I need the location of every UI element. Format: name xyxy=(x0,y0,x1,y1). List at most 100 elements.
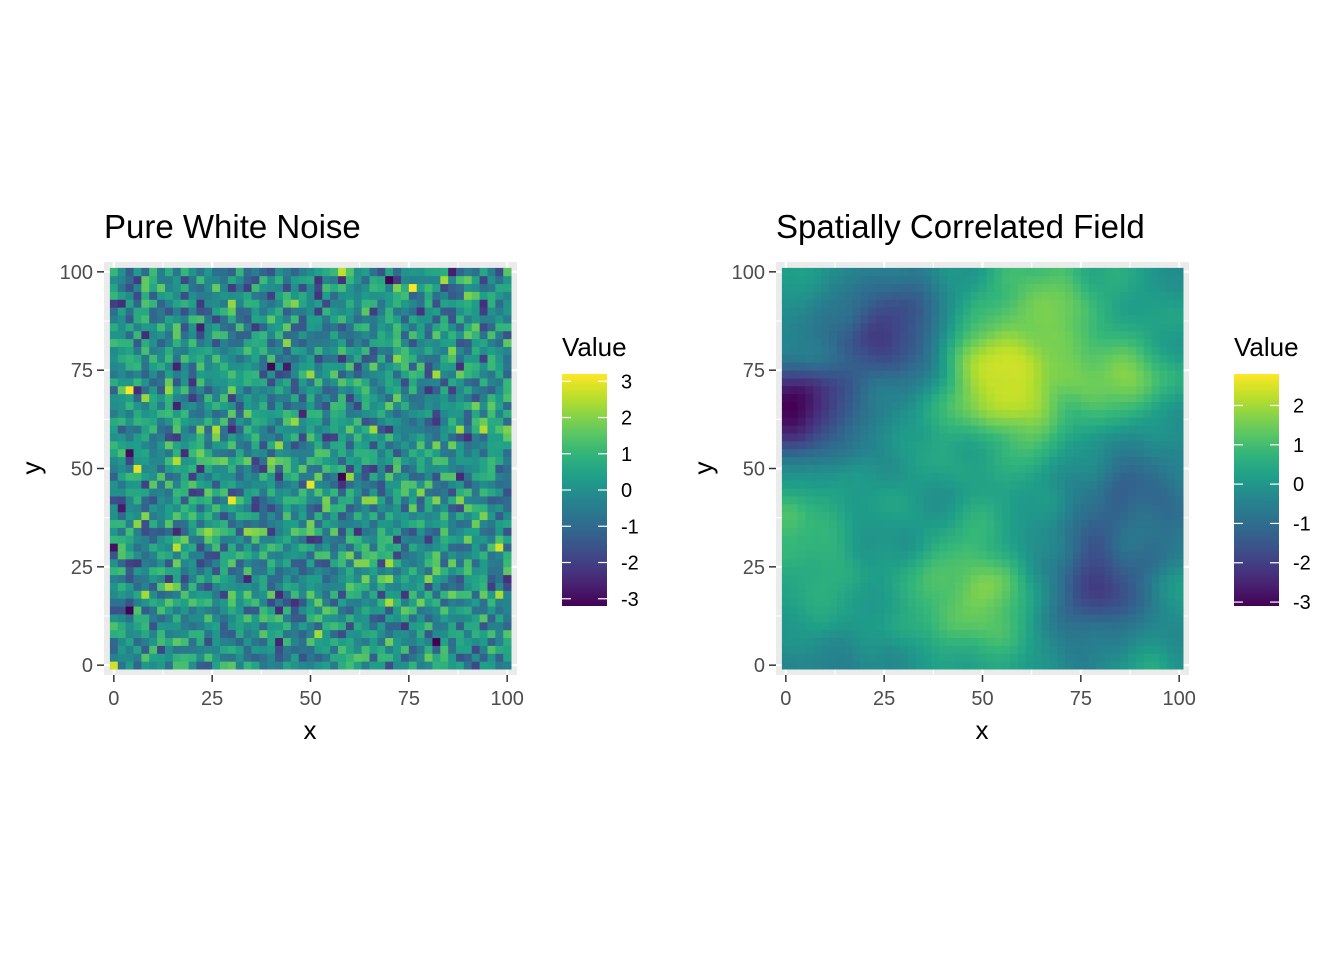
heatmap-cell xyxy=(876,645,885,654)
heatmap-cell xyxy=(805,354,814,363)
heatmap-cell xyxy=(994,338,1003,347)
heatmap-cell xyxy=(487,409,496,418)
heatmap-cell xyxy=(369,456,378,465)
heatmap-cell xyxy=(416,275,425,285)
heatmap-cell xyxy=(1072,362,1082,371)
heatmap-cell xyxy=(471,480,481,489)
heatmap-cell xyxy=(1057,551,1066,560)
heatmap-cell xyxy=(180,551,189,560)
heatmap-cell xyxy=(432,566,441,576)
heatmap-cell xyxy=(432,315,441,324)
heatmap-cell xyxy=(947,433,956,442)
heatmap-cell xyxy=(813,661,822,670)
heatmap-cell xyxy=(495,354,504,363)
heatmap-cell xyxy=(220,346,229,355)
heatmap-cell xyxy=(852,464,861,473)
heatmap-cell xyxy=(1017,362,1027,371)
heatmap-cell xyxy=(939,590,948,599)
heatmap-cell xyxy=(322,472,331,481)
heatmap-cell xyxy=(1017,598,1027,607)
heatmap-cell xyxy=(1010,535,1019,544)
heatmap-cell xyxy=(1080,503,1090,513)
heatmap-cell xyxy=(1151,527,1160,536)
heatmap-cell xyxy=(1167,315,1176,324)
heatmap-cell xyxy=(133,558,142,568)
heatmap-cell xyxy=(1049,488,1058,497)
heatmap-cell xyxy=(1017,590,1027,599)
heatmap-cell xyxy=(141,661,150,670)
heatmap-cell xyxy=(479,464,488,473)
heatmap-cell xyxy=(868,598,877,607)
heatmap-cell xyxy=(416,346,425,355)
colorbar-label: -1 xyxy=(621,516,639,538)
heatmap-cell xyxy=(251,558,260,568)
heatmap-cell xyxy=(235,338,245,347)
heatmap-cell xyxy=(164,322,174,332)
heatmap-cell xyxy=(781,582,791,591)
heatmap-cell xyxy=(471,551,481,560)
heatmap-cell xyxy=(1010,582,1019,591)
heatmap-cell xyxy=(298,433,307,442)
heatmap-cell xyxy=(117,275,127,285)
heatmap-cell xyxy=(503,621,512,631)
heatmap-cell xyxy=(915,433,924,442)
heatmap-cell xyxy=(290,488,300,497)
heatmap-cell xyxy=(1033,401,1042,410)
heatmap-cell xyxy=(369,275,378,285)
heatmap-cell xyxy=(133,590,142,599)
heatmap-cell xyxy=(220,315,229,324)
heatmap-cell xyxy=(962,338,972,347)
heatmap-cell xyxy=(345,535,355,544)
heatmap-cell xyxy=(1135,637,1145,646)
heatmap-cell xyxy=(117,551,127,560)
heatmap-cell xyxy=(243,488,252,497)
heatmap-cell xyxy=(1033,330,1042,340)
heatmap-cell xyxy=(1088,378,1097,387)
heatmap-cell xyxy=(844,370,854,379)
heatmap-cell xyxy=(172,315,182,324)
heatmap-cell xyxy=(1104,661,1113,670)
heatmap-cell xyxy=(503,614,512,623)
heatmap-cell xyxy=(852,330,861,340)
heatmap-cell xyxy=(322,330,331,340)
heatmap-cell xyxy=(947,315,956,324)
heatmap-cell xyxy=(361,267,370,277)
heatmap-cell xyxy=(275,543,284,552)
heatmap-cell xyxy=(1033,566,1042,576)
heatmap-cell xyxy=(813,551,822,560)
heatmap-cell xyxy=(416,551,425,560)
heatmap-cell xyxy=(180,621,189,631)
heatmap-cell xyxy=(243,629,252,639)
heatmap-cell xyxy=(970,653,979,662)
heatmap-cell xyxy=(1096,338,1105,347)
heatmap-cell xyxy=(456,606,465,615)
heatmap-cell xyxy=(306,393,315,403)
heatmap-cell xyxy=(844,621,854,631)
heatmap-cell xyxy=(970,417,979,426)
heatmap-cell xyxy=(196,322,205,332)
heatmap-cell xyxy=(235,614,245,623)
heatmap-cell xyxy=(204,385,213,395)
heatmap-cell xyxy=(876,511,885,521)
heatmap-cell xyxy=(440,362,449,371)
heatmap-cell xyxy=(471,267,481,277)
heatmap-cell xyxy=(275,590,284,599)
heatmap-cell xyxy=(1112,440,1121,450)
heatmap-cell xyxy=(1025,346,1035,355)
heatmap-cell xyxy=(361,606,370,615)
heatmap-cell xyxy=(353,590,363,599)
heatmap-cell xyxy=(829,637,838,646)
heatmap-cell xyxy=(133,409,142,418)
heatmap-cell xyxy=(180,393,189,403)
heatmap-cell xyxy=(923,614,932,623)
heatmap-cell xyxy=(487,582,496,591)
heatmap-cell xyxy=(1096,433,1105,442)
heatmap-cell xyxy=(844,503,854,513)
heatmap-cell xyxy=(463,425,473,434)
heatmap-cell xyxy=(829,378,838,387)
heatmap-cell xyxy=(235,299,245,308)
heatmap-cell xyxy=(1072,322,1082,332)
heatmap-cell xyxy=(892,637,901,646)
heatmap-cell xyxy=(813,614,822,623)
heatmap-cell xyxy=(338,496,347,505)
